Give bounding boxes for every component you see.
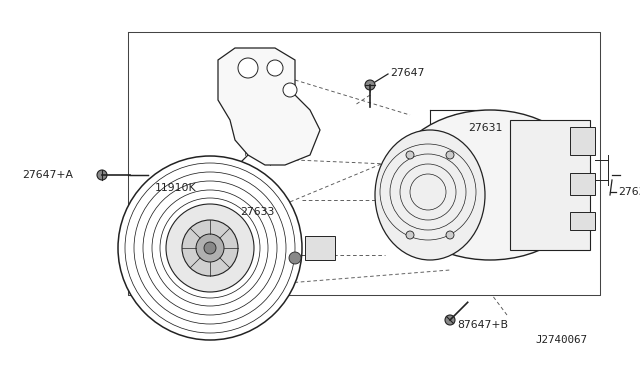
- Circle shape: [446, 151, 454, 159]
- Circle shape: [97, 170, 107, 180]
- Circle shape: [445, 315, 455, 325]
- Circle shape: [406, 231, 414, 239]
- Circle shape: [166, 204, 254, 292]
- Circle shape: [289, 252, 301, 264]
- Text: 27630: 27630: [618, 187, 640, 197]
- Circle shape: [406, 151, 414, 159]
- Bar: [570, 127, 595, 155]
- Circle shape: [267, 60, 283, 76]
- Circle shape: [283, 83, 297, 97]
- Polygon shape: [218, 48, 320, 165]
- Ellipse shape: [390, 110, 590, 260]
- Bar: [510, 120, 590, 250]
- Text: 27633: 27633: [240, 207, 275, 217]
- Text: 11910K: 11910K: [155, 183, 196, 193]
- Text: J2740067: J2740067: [535, 335, 587, 345]
- Circle shape: [365, 80, 375, 90]
- Circle shape: [238, 58, 258, 78]
- Bar: [570, 173, 595, 195]
- Bar: [305, 236, 335, 260]
- Ellipse shape: [375, 130, 485, 260]
- Text: 87647+B: 87647+B: [457, 320, 508, 330]
- Text: 27647: 27647: [390, 68, 424, 78]
- Circle shape: [204, 242, 216, 254]
- Circle shape: [182, 220, 238, 276]
- Text: 27647+A: 27647+A: [22, 170, 73, 180]
- Circle shape: [196, 234, 224, 262]
- Text: 27631: 27631: [468, 123, 502, 133]
- Circle shape: [446, 231, 454, 239]
- Circle shape: [118, 156, 302, 340]
- Bar: [570, 212, 595, 230]
